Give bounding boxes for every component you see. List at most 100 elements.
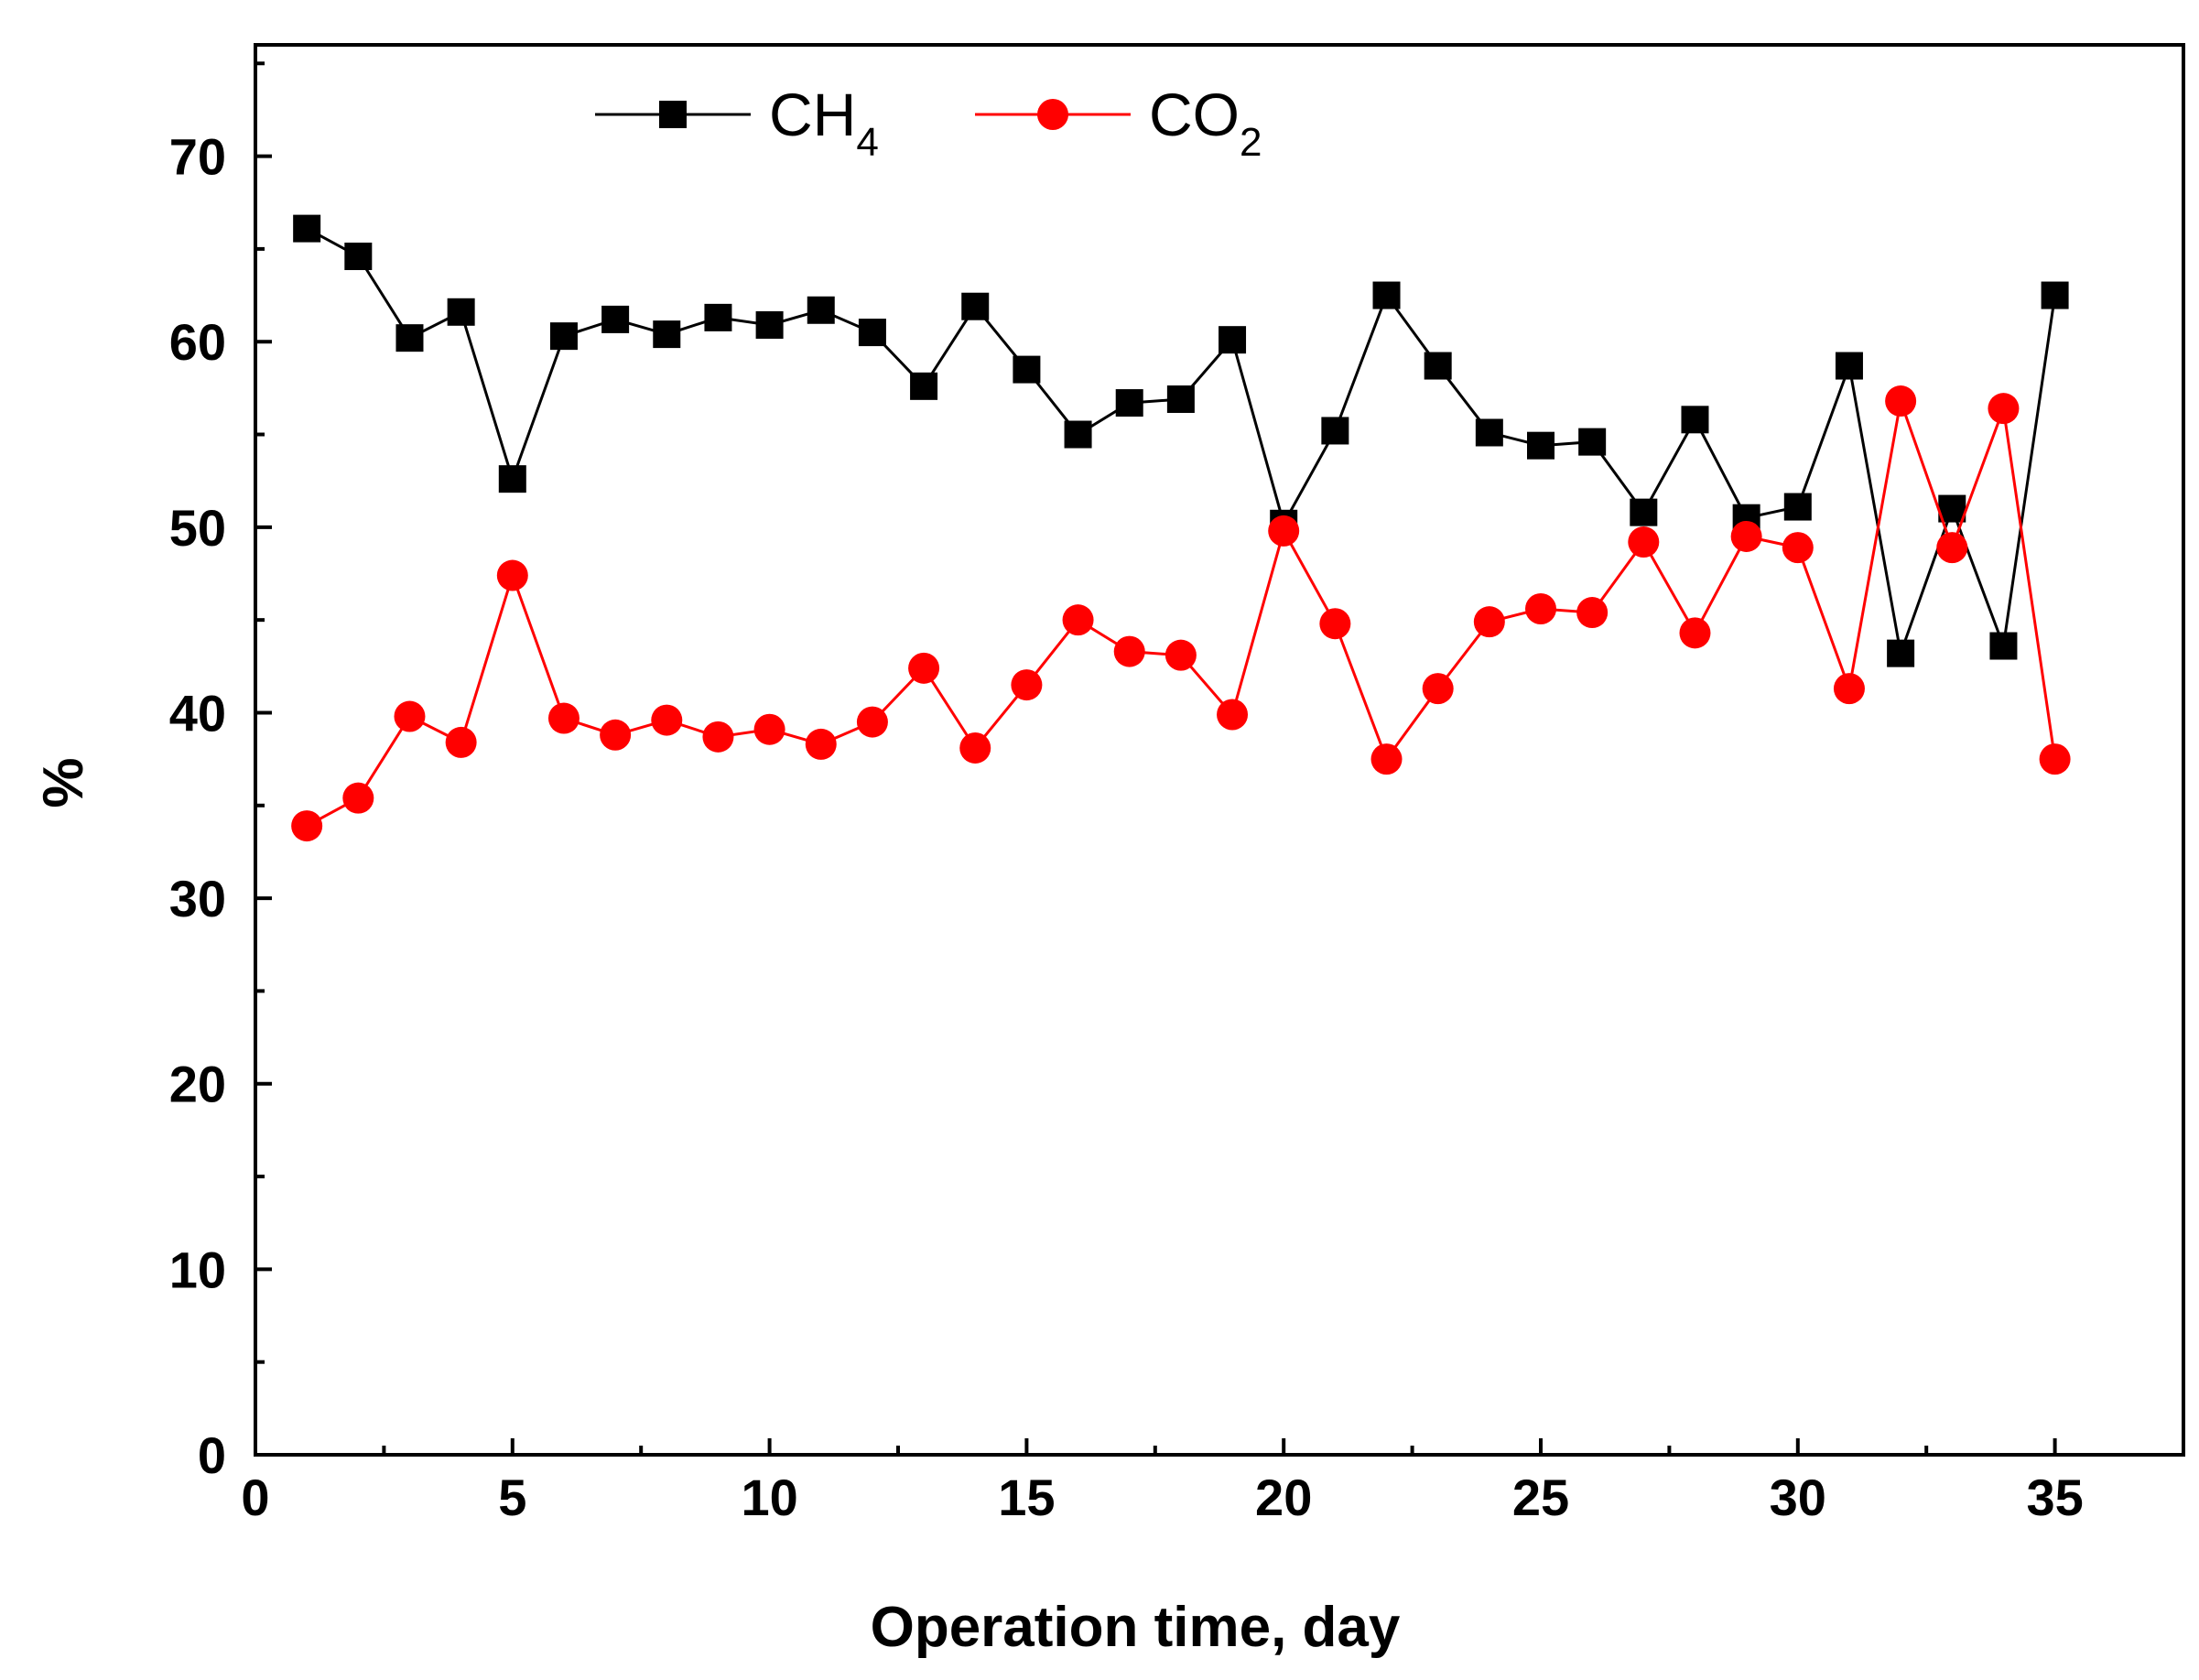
y-axis-title: % <box>32 757 95 807</box>
data-point <box>653 320 681 349</box>
x-axis-title: Operation time, day <box>871 1596 1401 1659</box>
legend-label-subscript: 2 <box>1240 120 1262 165</box>
y-tick-label: 70 <box>169 128 226 186</box>
x-tick-label: 0 <box>241 1469 269 1526</box>
data-point <box>601 305 630 333</box>
data-point <box>1113 635 1145 667</box>
x-tick-label: 15 <box>998 1469 1055 1526</box>
series-line-ch4 <box>306 227 2057 659</box>
legend-marker-square <box>659 101 687 128</box>
data-point <box>1576 597 1609 629</box>
y-tick-label: 10 <box>169 1241 226 1298</box>
data-point <box>1782 532 1814 564</box>
y-tick-label: 40 <box>169 684 226 742</box>
data-point <box>549 322 578 351</box>
data-point <box>910 372 938 400</box>
x-tick-label: 5 <box>498 1469 526 1526</box>
data-point <box>1835 352 1863 380</box>
data-point <box>600 719 632 751</box>
data-point <box>858 319 886 347</box>
data-point <box>704 303 732 331</box>
data-point <box>1011 669 1043 701</box>
data-point <box>447 298 475 326</box>
data-point <box>1013 355 1041 384</box>
data-point <box>394 700 426 732</box>
plot-area: 0 5 10 15 20 25 30 35 0 10 20 30 40 50 60 70 <box>169 43 2185 1526</box>
legend-label-main: CO <box>1149 81 1240 148</box>
data-point <box>342 782 374 814</box>
data-point <box>2041 281 2069 309</box>
x-tick-label: 35 <box>2026 1469 2083 1526</box>
legend-item-ch4: CH4 <box>595 81 879 165</box>
data-point <box>1064 420 1092 449</box>
data-point <box>395 324 424 352</box>
x-tick-label: 25 <box>1512 1469 1569 1526</box>
data-point <box>753 713 785 745</box>
data-point <box>547 702 580 734</box>
data-point <box>1630 498 1658 526</box>
data-point <box>1370 743 1403 775</box>
data-point <box>755 310 784 339</box>
data-point <box>293 214 321 243</box>
series-co2 <box>291 385 2071 842</box>
data-point <box>1219 326 1247 354</box>
data-point <box>856 706 888 738</box>
data-point <box>959 732 991 764</box>
legend: CH4 CO2 <box>595 81 1262 165</box>
y-tick-label: 20 <box>169 1056 226 1113</box>
data-point <box>651 704 683 736</box>
data-point <box>702 721 734 753</box>
series-ch4 <box>293 214 2069 667</box>
data-point <box>1681 406 1709 434</box>
legend-item-co2: CO2 <box>975 81 1262 165</box>
data-point <box>1473 606 1505 638</box>
data-point <box>1989 632 2018 660</box>
legend-marker-circle <box>1037 99 1068 130</box>
y-tick-label: 30 <box>169 870 226 927</box>
y-tick-label: 60 <box>169 313 226 371</box>
x-tick-label: 10 <box>741 1469 797 1526</box>
x-tick-label: 30 <box>1770 1469 1826 1526</box>
data-point <box>1730 520 1762 552</box>
data-point <box>1166 385 1195 414</box>
legend-label: CO2 <box>1149 81 1262 165</box>
data-point <box>498 465 526 493</box>
data-point <box>1422 673 1454 705</box>
data-point <box>1988 393 2020 425</box>
data-point <box>1887 639 1915 667</box>
legend-label-main: CH <box>769 81 856 148</box>
series-layer <box>291 214 2071 842</box>
y-tick-label: 50 <box>169 499 226 557</box>
data-point <box>1319 608 1351 640</box>
data-point <box>2039 743 2071 775</box>
y-tick-label: 0 <box>198 1426 226 1484</box>
data-point <box>1475 418 1503 447</box>
data-point <box>1783 493 1812 521</box>
data-point <box>1217 699 1249 731</box>
legend-label: CH4 <box>769 81 879 165</box>
data-point <box>1424 352 1452 380</box>
data-point <box>1062 604 1094 636</box>
x-tick-label: 20 <box>1255 1469 1312 1526</box>
data-point <box>961 292 990 320</box>
data-point <box>805 728 837 760</box>
plot-frame <box>254 43 2185 1457</box>
data-point <box>1833 673 1865 705</box>
y-axis-ticks: 0 10 20 30 40 50 60 70 <box>169 61 272 1484</box>
data-point <box>1527 431 1554 460</box>
data-point <box>1268 515 1300 547</box>
data-point <box>1628 526 1660 558</box>
data-point <box>1164 639 1197 671</box>
data-point <box>496 559 528 591</box>
data-point <box>1115 389 1143 417</box>
data-point <box>1679 617 1711 649</box>
data-point <box>807 296 835 324</box>
x-axis-ticks: 0 5 10 15 20 25 30 35 <box>241 1438 2084 1526</box>
data-point <box>1372 281 1401 309</box>
data-point <box>291 810 323 842</box>
data-point <box>1578 428 1607 456</box>
data-point <box>344 243 373 270</box>
data-point <box>445 726 477 758</box>
data-point <box>1936 532 1968 564</box>
